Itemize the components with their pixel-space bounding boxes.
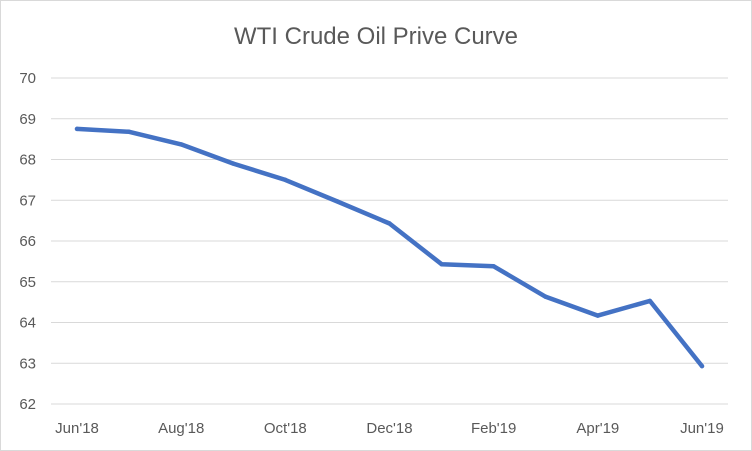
x-axis-tick-labels: Jun'18 Aug'18 Oct'18 Dec'18 Feb'19 Apr'19 Jun'… [55,420,724,437]
data-point [543,294,548,300]
x-tick-label: Jun'19 [680,420,724,437]
x-tick-label: Apr'19 [576,420,619,437]
data-point [335,199,340,204]
x-tick-label: Aug'18 [158,420,204,437]
data-point [74,126,80,132]
series-line [74,126,705,369]
series-layer [74,126,705,369]
y-tick-label: 66 [19,233,36,250]
x-tick-label: Dec'18 [366,420,412,437]
y-tick-label: 65 [19,274,36,291]
y-tick-label: 62 [19,396,36,413]
y-tick-label: 63 [19,355,36,372]
data-point [387,221,392,226]
x-tick-label: Feb'19 [471,420,516,437]
y-tick-label: 64 [19,315,36,332]
y-axis-tick-labels: 62 63 64 65 66 67 68 69 70 [19,70,36,413]
y-tick-label: 67 [19,192,36,209]
data-point [699,363,705,369]
data-point [126,129,132,134]
data-point [439,262,444,267]
y-tick-label: 70 [19,70,36,87]
y-tick-label: 69 [19,111,36,128]
data-point [491,264,496,269]
y-tick-label: 68 [19,152,36,169]
x-tick-label: Oct'18 [264,420,307,437]
data-point [647,298,653,304]
data-point [231,161,236,166]
gridlines [51,77,728,405]
data-point [178,142,184,147]
data-point [283,177,288,183]
data-point [595,313,601,318]
x-tick-label: Jun'18 [55,420,99,437]
chart-title: WTI Crude Oil Prive Curve [234,23,518,50]
